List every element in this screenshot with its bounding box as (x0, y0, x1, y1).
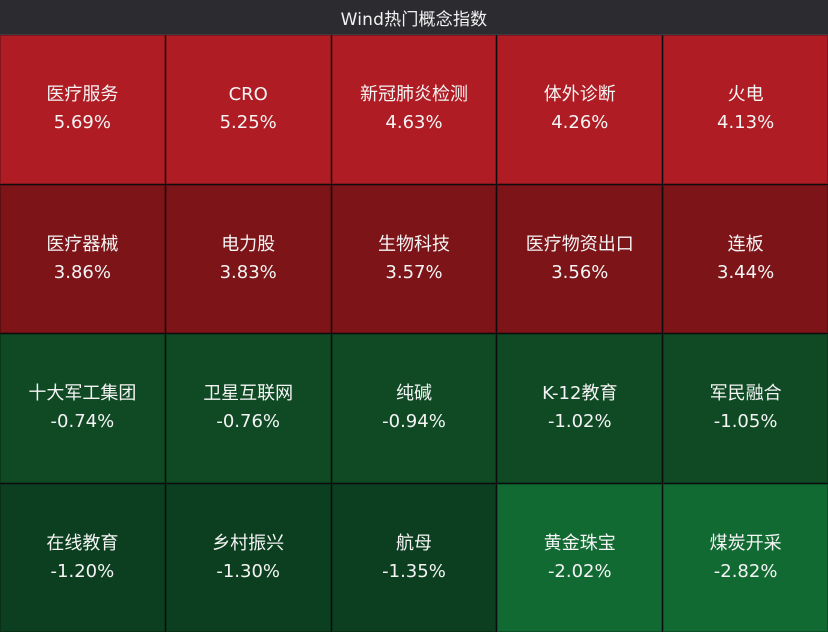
concept-name: 十大军工集团 (28, 383, 137, 405)
concept-tile[interactable]: 航母 -1.35% (331, 483, 497, 632)
concept-change-pct: -0.76% (216, 411, 281, 433)
concept-tile[interactable]: 医疗器械 3.86% (0, 184, 165, 333)
concept-tile[interactable]: 生物科技 3.57% (331, 184, 497, 333)
concept-index-grid: 医疗服务 5.69% CRO 5.25% 新冠肺炎检测 4.63% 体外诊断 4… (0, 35, 828, 632)
concept-name: 火电 (727, 84, 764, 106)
concept-tile[interactable]: 在线教育 -1.20% (0, 483, 165, 632)
concept-change-pct: 3.83% (219, 261, 277, 283)
concept-change-pct: -1.20% (50, 560, 115, 582)
concept-change-pct: 3.57% (385, 261, 443, 283)
concept-name: 在线教育 (46, 532, 119, 554)
concept-change-pct: -1.02% (547, 411, 612, 433)
concept-change-pct: 3.86% (53, 261, 111, 283)
concept-change-pct: -2.82% (713, 560, 778, 582)
concept-change-pct: 3.44% (717, 261, 775, 283)
concept-tile[interactable]: 体外诊断 4.26% (497, 35, 663, 184)
panel-header: Wind热门概念指数 (0, 0, 828, 35)
concept-change-pct: 3.56% (551, 261, 609, 283)
concept-name: 黄金珠宝 (543, 532, 616, 554)
concept-tile[interactable]: 卫星互联网 -0.76% (165, 334, 331, 483)
concept-change-pct: -2.02% (547, 560, 612, 582)
concept-name: 体外诊断 (543, 84, 616, 106)
concept-name: 纯碱 (395, 383, 432, 405)
concept-change-pct: 5.25% (219, 112, 277, 134)
concept-tile[interactable]: 黄金珠宝 -2.02% (497, 483, 663, 632)
concept-name: K-12教育 (542, 383, 618, 405)
panel-title: Wind热门概念指数 (340, 9, 488, 30)
concept-name: 医疗服务 (46, 84, 119, 106)
concept-name: 军民融合 (709, 383, 782, 405)
concept-tile[interactable]: 医疗服务 5.69% (0, 35, 165, 184)
concept-name: 新冠肺炎检测 (359, 84, 468, 106)
concept-change-pct: -0.94% (382, 411, 446, 433)
concept-tile[interactable]: CRO 5.25% (165, 35, 331, 184)
concept-change-pct: 4.63% (385, 112, 443, 134)
concept-change-pct: -0.74% (50, 411, 115, 433)
concept-change-pct: -1.05% (713, 411, 778, 433)
concept-change-pct: 4.13% (717, 112, 775, 134)
concept-name: 乡村振兴 (212, 532, 285, 554)
concept-name: 航母 (395, 532, 432, 554)
concept-tile[interactable]: 纯碱 -0.94% (331, 334, 497, 483)
concept-name: 医疗物资出口 (525, 233, 634, 255)
concept-name: 卫星互联网 (203, 383, 294, 405)
concept-name: 生物科技 (377, 233, 450, 255)
concept-name: 连板 (727, 233, 764, 255)
concept-tile[interactable]: 电力股 3.83% (165, 184, 331, 333)
concept-change-pct: 5.69% (53, 112, 111, 134)
concept-name: 医疗器械 (46, 233, 119, 255)
concept-tile[interactable]: 火电 4.13% (663, 35, 828, 184)
concept-name: 电力股 (221, 233, 276, 255)
concept-tile[interactable]: 军民融合 -1.05% (663, 334, 828, 483)
concept-tile[interactable]: 新冠肺炎检测 4.63% (331, 35, 497, 184)
concept-change-pct: -1.30% (216, 560, 281, 582)
concept-tile[interactable]: 医疗物资出口 3.56% (497, 184, 663, 333)
concept-tile[interactable]: 十大军工集团 -0.74% (0, 334, 165, 483)
concept-tile[interactable]: 乡村振兴 -1.30% (165, 483, 331, 632)
concept-tile[interactable]: K-12教育 -1.02% (497, 334, 663, 483)
concept-change-pct: -1.35% (382, 560, 446, 582)
concept-tile[interactable]: 连板 3.44% (663, 184, 828, 333)
concept-name: CRO (228, 84, 268, 106)
concept-change-pct: 4.26% (551, 112, 609, 134)
concept-tile[interactable]: 煤炭开采 -2.82% (663, 483, 828, 632)
concept-name: 煤炭开采 (709, 532, 782, 554)
